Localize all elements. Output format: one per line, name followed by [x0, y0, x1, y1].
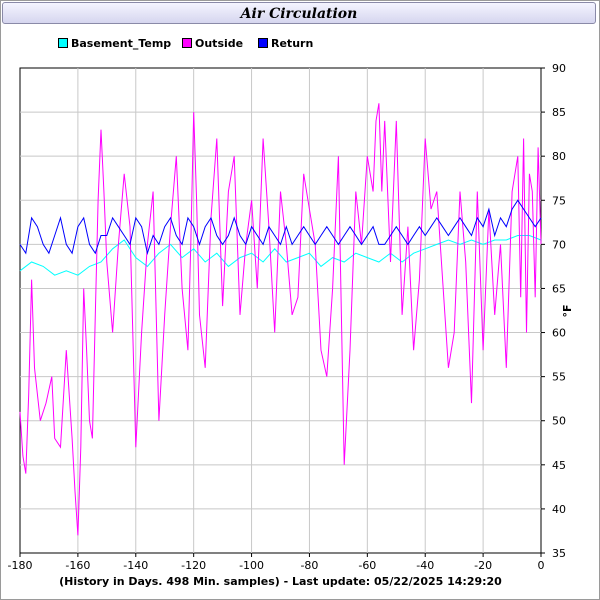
y-tick-label: 70 [552, 238, 566, 251]
x-tick-label: 0 [538, 559, 545, 572]
x-tick-label: -60 [358, 559, 376, 572]
x-axis-title: (History in Days. 498 Min. samples) - La… [59, 575, 502, 588]
x-tick-label: -100 [239, 559, 264, 572]
x-tick-label: -80 [300, 559, 318, 572]
y-tick-label: 35 [552, 547, 566, 560]
y-tick-label: 40 [552, 503, 566, 516]
legend-label: Return [271, 37, 314, 50]
x-tick-label: -180 [8, 559, 33, 572]
y-axis-ticks: 35 40 45 50 55 60 65 70 75 80 85 90 [541, 62, 566, 560]
legend-item-basement-temp: Basement_Temp [58, 37, 171, 50]
legend-label: Basement_Temp [71, 37, 172, 50]
y-tick-label: 45 [552, 459, 566, 472]
series-lines [19, 103, 542, 536]
y-tick-label: 60 [552, 327, 566, 340]
legend-swatch [258, 38, 268, 48]
chart-title: Air Circulation [240, 6, 358, 22]
plot-area [19, 67, 542, 554]
x-tick-label: -160 [65, 559, 90, 572]
y-axis-title: °F [561, 304, 574, 317]
legend-swatch [182, 38, 192, 48]
chart-title-bar: Air Circulation [2, 2, 596, 24]
legend-item-outside: Outside [182, 37, 243, 50]
series-line-outside [19, 103, 542, 536]
y-tick-label: 50 [552, 415, 566, 428]
x-tick-label: -40 [416, 559, 434, 572]
y-tick-label: 75 [552, 194, 566, 207]
y-tick-label: 90 [552, 62, 566, 75]
x-tick-label: -20 [474, 559, 492, 572]
y-tick-label: 55 [552, 371, 566, 384]
y-tick-label: 85 [552, 106, 566, 119]
series-line-return [19, 199, 542, 256]
x-tick-label: -140 [123, 559, 148, 572]
y-tick-label: 65 [552, 282, 566, 295]
x-axis-ticks: -180 -160 -140 -120 -100 -80 -60 -40 -20 0 [8, 553, 545, 572]
legend-item-return: Return [258, 37, 313, 50]
x-tick-label: -120 [181, 559, 206, 572]
legend-swatch [58, 38, 68, 48]
y-tick-label: 80 [552, 150, 566, 163]
legend-label: Outside [195, 37, 244, 50]
